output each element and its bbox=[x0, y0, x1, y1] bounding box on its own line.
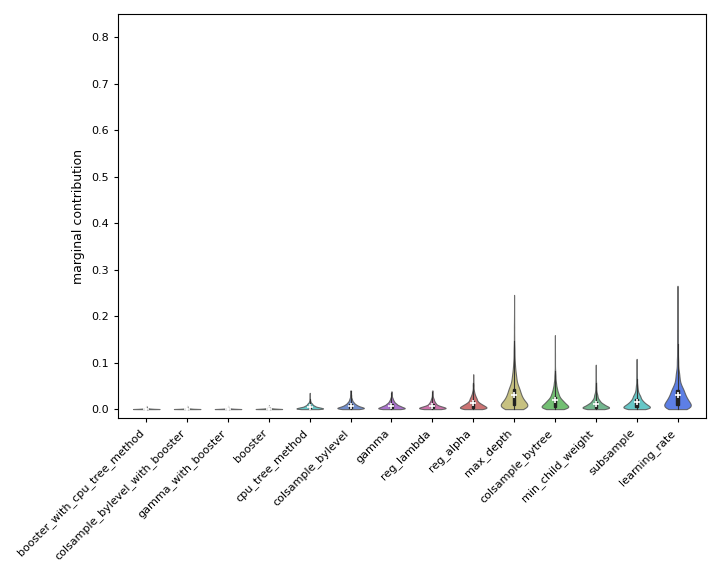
Point bbox=[222, 404, 234, 414]
Point bbox=[467, 399, 479, 408]
Point bbox=[672, 391, 683, 400]
Point bbox=[304, 402, 315, 411]
Point bbox=[508, 390, 520, 399]
Point bbox=[631, 397, 642, 407]
Bar bbox=[513, 389, 516, 406]
Bar bbox=[676, 390, 679, 406]
Bar bbox=[554, 397, 556, 407]
Y-axis label: marginal contribution: marginal contribution bbox=[72, 149, 86, 283]
Point bbox=[181, 404, 193, 414]
Bar bbox=[308, 406, 311, 408]
Point bbox=[140, 404, 152, 414]
Bar bbox=[472, 401, 474, 408]
Bar bbox=[636, 399, 638, 407]
Bar bbox=[431, 404, 433, 408]
Bar bbox=[390, 404, 392, 408]
Point bbox=[263, 404, 274, 414]
Point bbox=[590, 399, 601, 408]
Point bbox=[426, 401, 438, 410]
Bar bbox=[349, 404, 352, 408]
Point bbox=[549, 396, 561, 405]
Bar bbox=[595, 401, 597, 408]
Point bbox=[345, 401, 356, 410]
Point bbox=[386, 401, 397, 410]
